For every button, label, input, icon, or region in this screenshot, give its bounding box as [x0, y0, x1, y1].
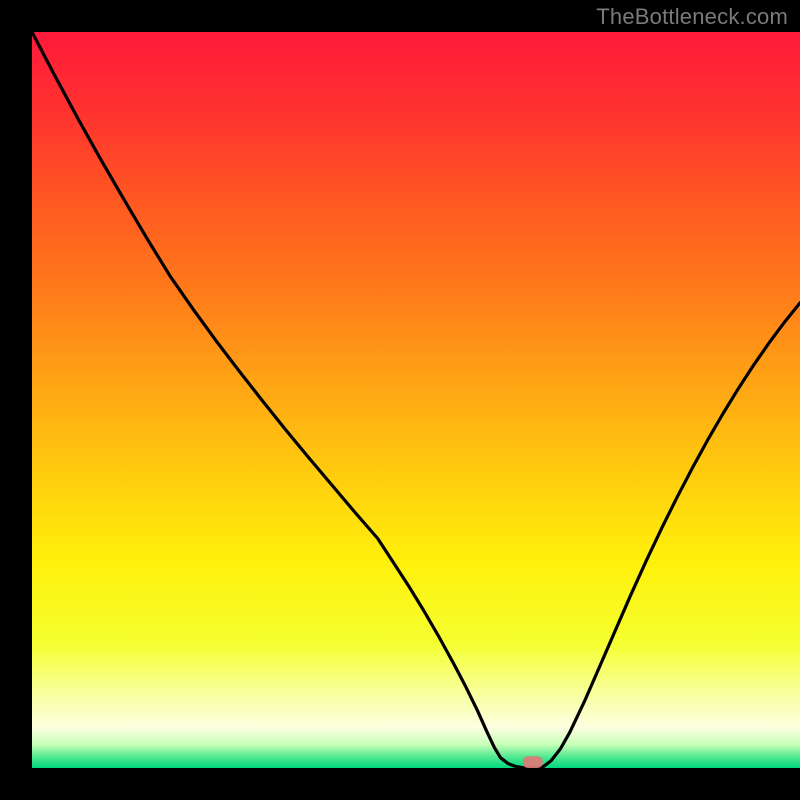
watermark-text: TheBottleneck.com [596, 4, 788, 30]
bottleneck-chart [32, 32, 800, 768]
operating-point-marker [523, 756, 543, 768]
chart-background [32, 32, 800, 768]
root: TheBottleneck.com [0, 0, 800, 800]
